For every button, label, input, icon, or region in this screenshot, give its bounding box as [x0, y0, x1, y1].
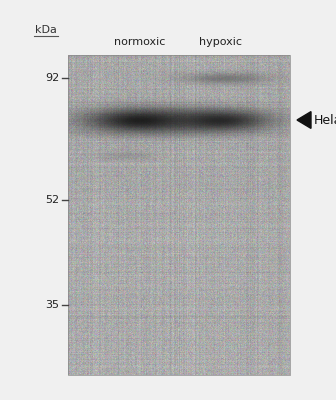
Text: normoxic: normoxic	[114, 37, 166, 47]
Text: 35: 35	[45, 300, 59, 310]
Text: 52: 52	[45, 195, 59, 205]
Text: Hela: Hela	[314, 114, 336, 126]
Bar	[68, 55, 290, 375]
Polygon shape	[297, 112, 311, 128]
Text: 92: 92	[45, 73, 59, 83]
Text: kDa: kDa	[35, 25, 57, 35]
Text: hypoxic: hypoxic	[199, 37, 242, 47]
